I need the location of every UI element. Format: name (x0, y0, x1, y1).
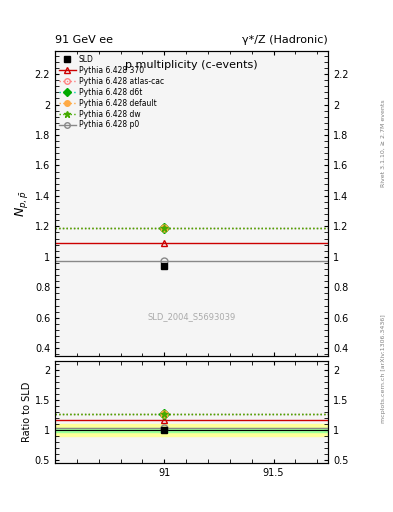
Text: mcplots.cern.ch [arXiv:1306.3436]: mcplots.cern.ch [arXiv:1306.3436] (381, 314, 386, 423)
Text: γ*/Z (Hadronic): γ*/Z (Hadronic) (242, 35, 328, 45)
Text: Rivet 3.1.10, ≥ 2.7M events: Rivet 3.1.10, ≥ 2.7M events (381, 99, 386, 187)
Text: p multiplicity (c-events): p multiplicity (c-events) (125, 60, 258, 70)
Legend: SLD, Pythia 6.428 370, Pythia 6.428 atlas-cac, Pythia 6.428 d6t, Pythia 6.428 de: SLD, Pythia 6.428 370, Pythia 6.428 atla… (57, 53, 165, 131)
Y-axis label: Ratio to SLD: Ratio to SLD (22, 382, 32, 442)
Text: 91 GeV ee: 91 GeV ee (55, 35, 113, 45)
Text: SLD_2004_S5693039: SLD_2004_S5693039 (147, 312, 236, 321)
Y-axis label: $N_{p,\bar{p}}$: $N_{p,\bar{p}}$ (13, 190, 31, 217)
